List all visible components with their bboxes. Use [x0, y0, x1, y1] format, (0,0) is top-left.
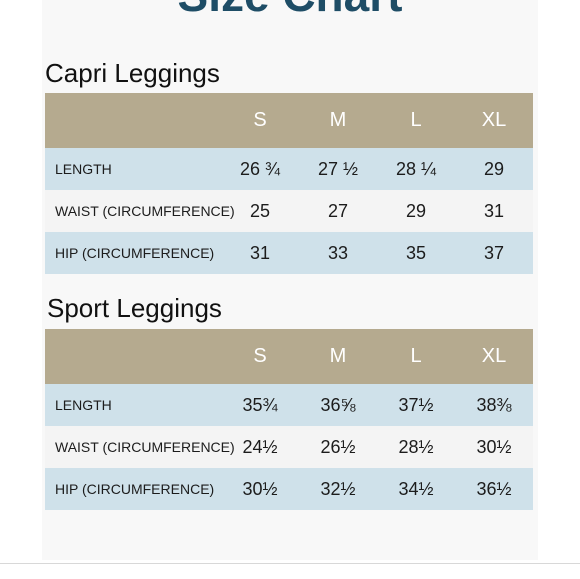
- size-chart-panel: [42, 0, 538, 560]
- row-label: HIP (CIRCUMFERENCE): [55, 481, 215, 497]
- table-cell: 34½: [398, 478, 434, 499]
- capri-size-l: L: [410, 109, 422, 131]
- table-cell: 29: [405, 200, 427, 221]
- table-cell: 36⅝: [320, 394, 356, 415]
- row-label: LENGTH: [55, 161, 112, 177]
- capri-row-waist: WAIST (CIRCUMFERENCE) 25 27 29 31: [45, 190, 533, 232]
- row-label: WAIST (CIRCUMFERENCE): [55, 203, 235, 219]
- table-cell: 25: [249, 200, 271, 221]
- capri-title-text: Capri Leggings: [45, 58, 220, 88]
- row-label: WAIST (CIRCUMFERENCE): [55, 439, 235, 455]
- table-cell: 26½: [320, 436, 356, 457]
- table-cell: 32½: [320, 478, 356, 499]
- table-cell: 37: [483, 242, 505, 263]
- row-label: LENGTH: [55, 397, 112, 413]
- sport-size-table: S M L XL LENGTH 35¾ 36⅝ 37½ 38⅜ WAIST (C…: [45, 329, 533, 510]
- sport-row-length: LENGTH 35¾ 36⅝ 37½ 38⅜: [45, 384, 533, 426]
- sport-row-waist: WAIST (CIRCUMFERENCE) 24½ 26½ 28½ 30½: [45, 426, 533, 468]
- capri-size-m: M: [329, 109, 347, 131]
- table-cell: 28 ¼: [395, 158, 437, 179]
- table-cell: 30½: [476, 436, 512, 457]
- sport-header-row: S M L XL: [45, 329, 533, 384]
- table-cell: 24½: [242, 436, 278, 457]
- sport-size-l: L: [410, 345, 422, 367]
- capri-row-length: LENGTH 26 ¾ 27 ½ 28 ¼ 29: [45, 148, 533, 190]
- table-cell: 29: [483, 158, 505, 179]
- capri-size-xl: XL: [481, 109, 507, 131]
- capri-section-title: Capri Leggings: [45, 55, 465, 91]
- sport-size-s: S: [253, 345, 267, 367]
- capri-header-row: S M L XL: [45, 93, 533, 148]
- table-cell: 36½: [476, 478, 512, 499]
- table-cell: 38⅜: [476, 394, 512, 415]
- table-cell: 31: [483, 200, 505, 221]
- table-cell: 35¾: [242, 394, 278, 415]
- sport-row-hip: HIP (CIRCUMFERENCE) 30½ 32½ 34½ 36½: [45, 468, 533, 510]
- sport-section-title: Sport Leggings: [47, 290, 467, 326]
- table-cell: 31: [249, 242, 271, 263]
- table-cell: 33: [327, 242, 349, 263]
- capri-size-table: S M L XL LENGTH 26 ¾ 27 ½ 28 ¼ 29 WAIST …: [45, 93, 533, 274]
- capri-size-s: S: [253, 109, 267, 131]
- row-label: HIP (CIRCUMFERENCE): [55, 245, 215, 261]
- table-cell: 35: [405, 242, 427, 263]
- sport-size-xl: XL: [481, 345, 507, 367]
- table-cell: 27: [327, 200, 349, 221]
- size-chart-title: Size Chart: [0, 0, 580, 18]
- table-cell: 30½: [242, 478, 278, 499]
- sport-size-m: M: [329, 345, 347, 367]
- table-cell: 27 ½: [317, 158, 359, 179]
- table-cell: 37½: [398, 394, 434, 415]
- table-cell: 28½: [398, 436, 434, 457]
- sport-title-text: Sport Leggings: [47, 293, 222, 323]
- sport-header-blank: [45, 329, 221, 384]
- capri-row-hip: HIP (CIRCUMFERENCE) 31 33 35 37: [45, 232, 533, 274]
- table-cell: 26 ¾: [239, 158, 281, 179]
- bottom-divider: [0, 563, 580, 564]
- capri-header-blank: [45, 93, 221, 148]
